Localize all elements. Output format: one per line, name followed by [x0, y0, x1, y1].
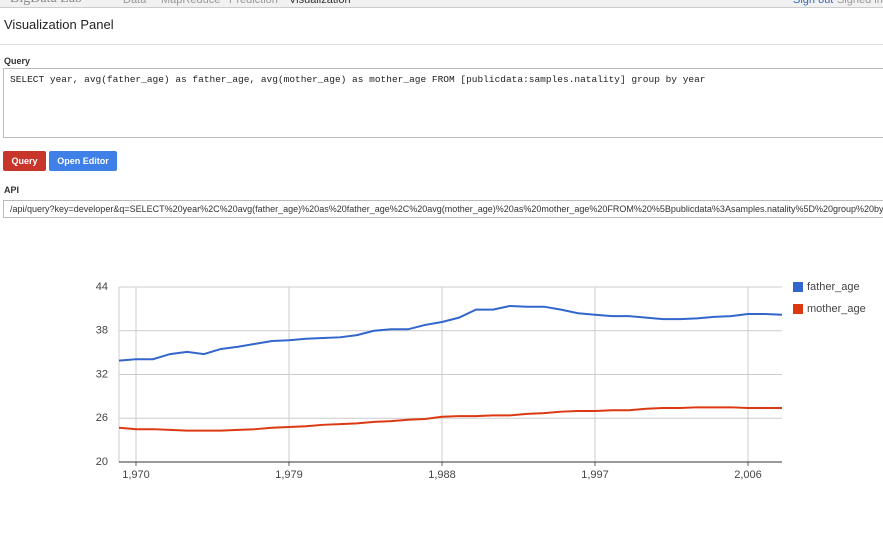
nav-link[interactable]: Prediction	[229, 0, 278, 6]
top-bar: BigData Lab Data MapReduce Prediction Vi…	[0, 0, 883, 8]
legend-label: mother_age	[807, 303, 866, 315]
nav-link[interactable]: Visualization	[289, 0, 351, 6]
y-tick-label: 38	[96, 325, 108, 337]
x-tick-label: 1,970	[122, 469, 150, 481]
brand[interactable]: BigData Lab	[10, 0, 82, 7]
open-editor-button[interactable]: Open Editor	[49, 151, 117, 171]
api-url[interactable]: /api/query?key=developer&q=SELECT%20year…	[3, 200, 883, 218]
api-label: API	[4, 185, 20, 195]
y-tick-label: 44	[96, 281, 108, 293]
line	[118, 406, 782, 432]
legend-swatch	[793, 282, 803, 292]
y-tick-label: 32	[96, 368, 108, 380]
y-tick-label: 26	[96, 412, 108, 424]
line	[118, 304, 783, 362]
divider	[0, 44, 883, 45]
x-tick-label: 1,979	[275, 469, 303, 481]
query-button[interactable]: Query	[3, 151, 46, 171]
query-label: Query	[4, 56, 31, 66]
x-tick-label: 1,997	[581, 469, 609, 481]
nav-link[interactable]: MapReduce	[161, 0, 221, 6]
signed-in: Signed in as	[837, 0, 883, 6]
query-input[interactable]: SELECT year, avg(father_age) as father_a…	[3, 68, 883, 138]
sign-out[interactable]: Sign out	[793, 0, 834, 6]
legend-label: father_age	[807, 281, 860, 293]
y-tick-label: 20	[96, 456, 108, 468]
x-tick-label: 1,988	[428, 469, 456, 481]
panel-title: Visualization Panel	[4, 17, 114, 32]
x-tick-label: 2,006	[734, 469, 762, 481]
legend-swatch	[793, 304, 803, 314]
nav-link[interactable]: Data	[123, 0, 147, 6]
